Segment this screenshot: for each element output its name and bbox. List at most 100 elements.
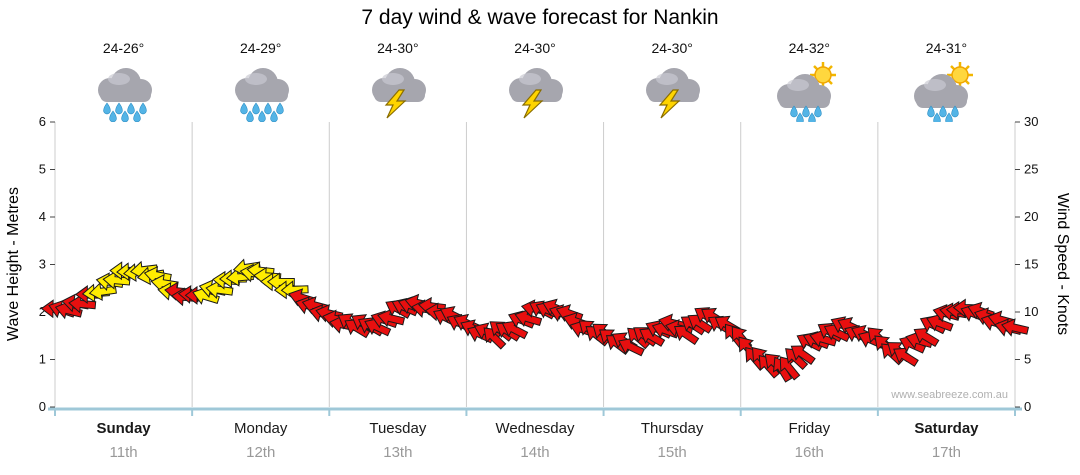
cloud-shape	[777, 74, 832, 108]
raindrop-icon	[240, 102, 248, 115]
y-left-tick-label: 0	[39, 399, 46, 414]
raindrop-icon	[108, 110, 117, 123]
y-right-tick-label: 10	[1024, 304, 1038, 319]
day-date: 13th	[383, 444, 413, 461]
day-name: Wednesday	[495, 420, 575, 437]
raindrop-icon	[138, 102, 147, 115]
y-right-tick-label: 5	[1024, 352, 1031, 367]
raindrop-icon	[270, 110, 278, 123]
wind-arrow	[618, 337, 645, 357]
raindrop-icon	[276, 102, 284, 115]
weather-icon-storm	[509, 68, 563, 119]
day-temperature: 24-30°	[377, 40, 419, 56]
y-left-tick-label: 4	[39, 209, 46, 224]
weather-icon-rain	[234, 68, 289, 123]
wind-arrow	[68, 294, 97, 314]
wind-arrow	[790, 345, 816, 365]
day-name: Tuesday	[369, 420, 427, 437]
raindrop-icon	[132, 110, 141, 123]
raindrop-icon	[802, 105, 810, 118]
cloud-shape	[914, 74, 969, 108]
y-left-tick-label: 6	[39, 114, 46, 129]
weather-icon	[222, 60, 300, 127]
y-right-tick-label: 30	[1024, 114, 1038, 129]
wind-arrow	[926, 313, 954, 332]
day-date: 14th	[520, 444, 550, 461]
weather-icon-sun-rain	[777, 62, 837, 125]
day-date-row: 11th 12th 13th 14th 15th 16th 17th	[0, 444, 1080, 464]
lightning-bolt-icon	[384, 89, 407, 119]
day-temperature: 24-30°	[514, 40, 556, 56]
wind-arrow	[639, 327, 666, 347]
wind-arrow	[673, 325, 700, 346]
day-date: 11th	[109, 444, 138, 461]
wind-arrow	[501, 320, 529, 340]
day-temperature: 24-26°	[102, 40, 145, 56]
day-date: 17th	[931, 444, 962, 461]
y-left-tick-label: 3	[39, 257, 46, 272]
raindrop-icon	[126, 102, 135, 115]
day-name: Saturday	[914, 420, 979, 437]
day-name-row: Sunday Monday Tuesday Wednesday Thursday Frid…	[0, 420, 1080, 440]
weather-icon	[770, 60, 848, 127]
y-right-tick-label: 25	[1024, 162, 1038, 177]
raindrop-icon	[264, 102, 272, 115]
y-axis-right-label: Wind Speed - Knots	[1054, 192, 1071, 336]
weather-icon-row	[0, 60, 1080, 125]
y-right-tick-label: 20	[1024, 209, 1038, 224]
lightning-bolt-icon	[521, 89, 544, 119]
cloud-shape	[646, 68, 701, 102]
weather-icon-storm	[646, 68, 701, 119]
y-left-tick-label: 5	[39, 162, 46, 177]
weather-icon	[359, 60, 437, 127]
raindrop-icon	[814, 105, 822, 118]
y-left-tick-label: 2	[39, 304, 46, 319]
raindrop-icon	[790, 105, 798, 118]
day-temperature: 24-29°	[240, 40, 282, 56]
weather-icon	[633, 60, 711, 127]
wind-arrow	[364, 317, 392, 337]
raindrop-icon	[114, 102, 123, 115]
day-name: Sunday	[96, 420, 151, 437]
day-temperature: 24-32°	[788, 40, 830, 56]
weather-icon	[496, 60, 574, 127]
wind-arrow	[913, 327, 940, 348]
weather-icon-storm	[371, 68, 426, 119]
y-axis-left-label: Wave Height - Metres	[5, 186, 22, 342]
raindrop-icon	[246, 110, 254, 123]
day-name: Friday	[788, 420, 831, 437]
wind-arrow	[514, 308, 543, 328]
wind-arrow	[205, 280, 234, 300]
wind-arrow	[483, 327, 507, 350]
raindrop-icon	[927, 105, 936, 118]
y-right-tick-label: 15	[1024, 257, 1038, 272]
weather-icon	[907, 60, 985, 127]
day-name: Monday	[234, 420, 288, 437]
weather-icon-rain	[97, 68, 152, 123]
raindrop-icon	[939, 105, 948, 118]
sun-icon	[810, 62, 837, 88]
watermark: www.seabreeze.com.au	[891, 389, 1008, 401]
raindrop-icon	[951, 105, 960, 118]
wind-arrow	[1001, 318, 1030, 337]
cloud-shape	[97, 68, 152, 102]
y-left-tick-label: 1	[39, 352, 46, 367]
cloud-shape	[234, 68, 289, 102]
wind-arrow	[377, 308, 406, 328]
day-date: 15th	[657, 444, 687, 461]
raindrop-icon	[120, 110, 129, 123]
y-right-tick-label: 0	[1024, 399, 1031, 414]
wind-arrow	[893, 347, 919, 367]
day-name: Thursday	[640, 420, 704, 437]
raindrop-icon	[102, 102, 111, 115]
day-date: 12th	[246, 444, 276, 461]
raindrop-icon	[252, 102, 260, 115]
day-temperature: 24-31°	[925, 40, 968, 56]
day-temperature: 24-30°	[651, 40, 693, 56]
page-title: 7 day wind & wave forecast for Nankin	[361, 6, 719, 29]
day-date: 16th	[794, 444, 824, 461]
lightning-bolt-icon	[658, 89, 681, 119]
temperature-row: 24-26° 24-29° 24-30° 24-30° 24-30° 24-32° 24-3…	[0, 40, 1080, 58]
